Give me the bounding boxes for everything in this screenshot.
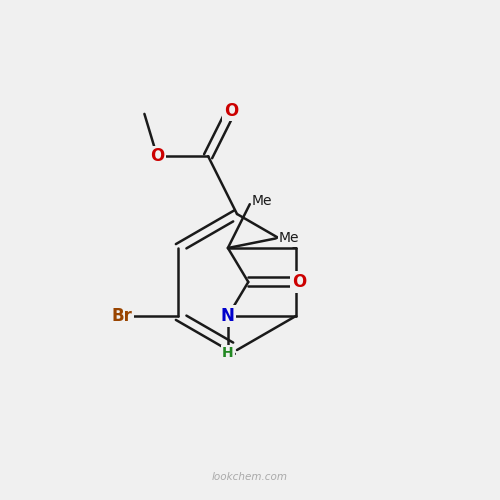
Text: Me: Me — [252, 194, 272, 208]
Text: O: O — [150, 147, 164, 165]
Text: Br: Br — [112, 307, 133, 325]
Text: O: O — [224, 102, 238, 119]
Text: N: N — [221, 307, 235, 325]
Text: O: O — [292, 273, 306, 291]
Text: lookchem.com: lookchem.com — [212, 472, 288, 482]
Text: H: H — [222, 346, 234, 360]
Text: Me: Me — [279, 232, 299, 245]
